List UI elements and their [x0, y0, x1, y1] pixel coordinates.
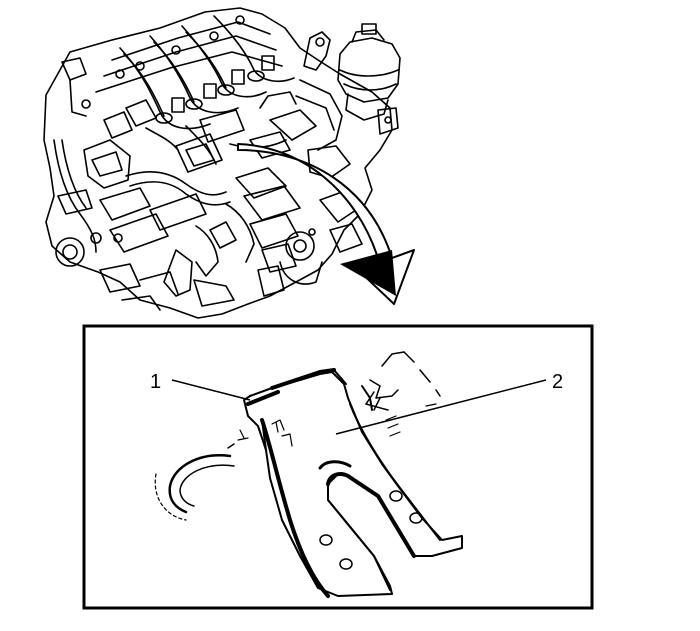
bracket-hole — [389, 490, 403, 502]
callout-leaders — [171, 379, 547, 435]
inset-frame — [82, 324, 594, 610]
bracket-hole — [409, 512, 423, 524]
callout-2: 2 — [552, 371, 563, 393]
bracket-hole — [319, 534, 333, 546]
detail-inset: 1 2 — [82, 324, 594, 610]
port-opening — [168, 454, 232, 514]
bracket-hole — [339, 558, 353, 570]
engine-overview — [43, 7, 415, 319]
callout-1: 1 — [150, 371, 161, 393]
leader-1 — [171, 379, 251, 401]
leader-2 — [335, 379, 547, 435]
